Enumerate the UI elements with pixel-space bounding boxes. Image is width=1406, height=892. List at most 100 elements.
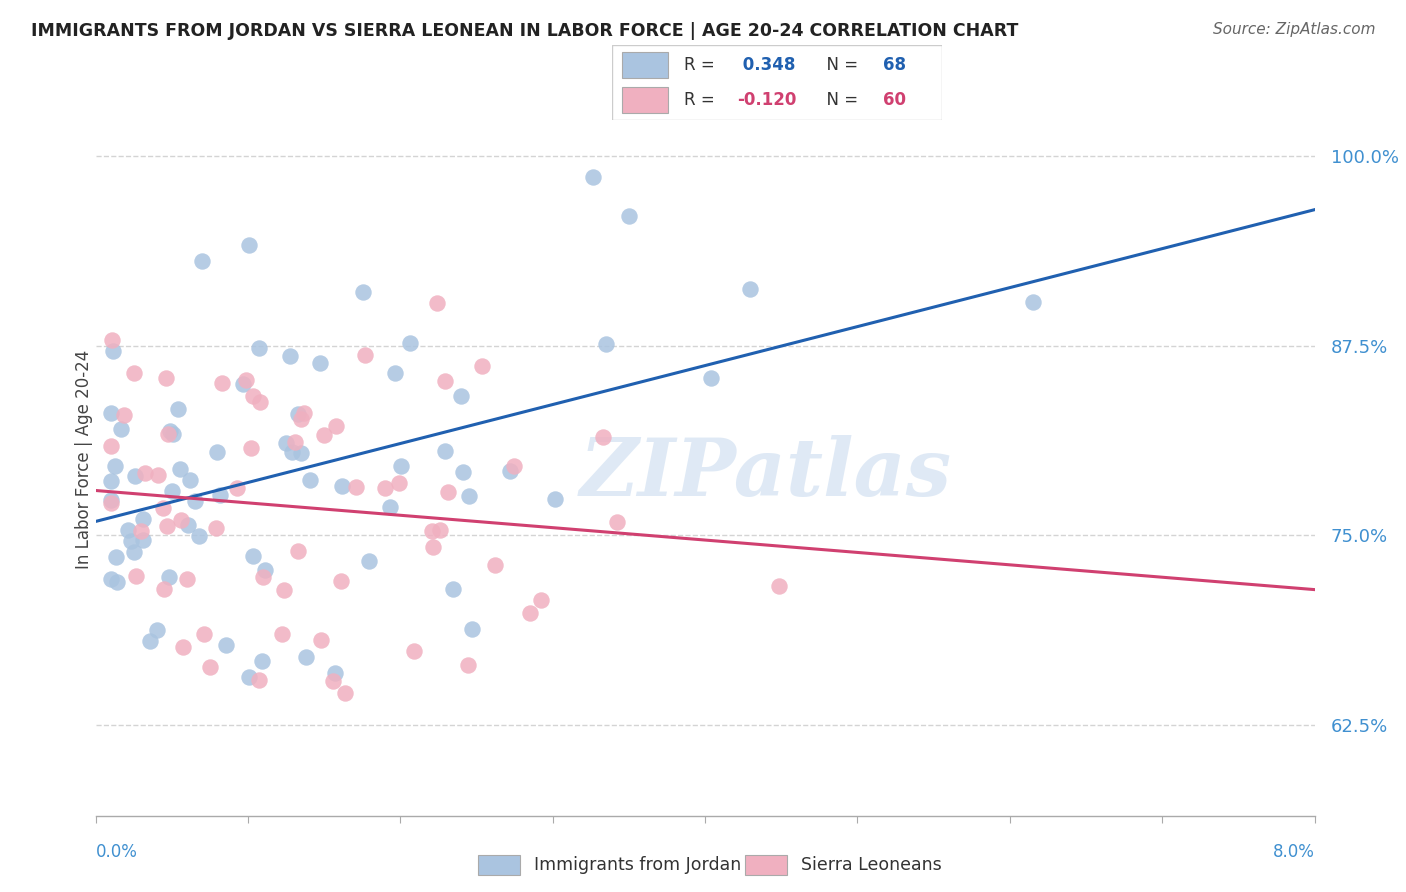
Point: [389, 458, 412, 473]
Point: [124, 366, 146, 380]
Point: [271, 627, 294, 641]
Point: [502, 459, 524, 474]
Point: [103, 343, 125, 358]
Point: [177, 517, 200, 532]
Point: [451, 465, 474, 479]
Point: [290, 445, 312, 459]
Point: [247, 341, 270, 355]
Y-axis label: In Labor Force | Age 20-24: In Labor Force | Age 20-24: [76, 350, 93, 569]
Point: [441, 582, 464, 597]
Point: [238, 670, 260, 684]
Point: [471, 359, 494, 374]
Text: 68: 68: [883, 56, 905, 74]
Point: [134, 466, 156, 480]
Point: [100, 474, 122, 488]
Point: [290, 412, 312, 426]
Point: [100, 572, 122, 586]
Point: [595, 337, 617, 351]
Point: [273, 582, 295, 597]
Point: [232, 376, 254, 391]
Point: [117, 523, 139, 537]
Point: [380, 500, 402, 514]
Point: [110, 422, 132, 436]
Point: [200, 660, 222, 674]
Point: [457, 657, 479, 672]
Point: [100, 406, 122, 420]
Point: [519, 606, 541, 620]
Point: [131, 533, 153, 548]
Point: [330, 479, 353, 493]
Point: [125, 569, 148, 583]
Point: [104, 458, 127, 473]
Point: [530, 593, 553, 607]
FancyBboxPatch shape: [621, 87, 668, 112]
Point: [188, 529, 211, 543]
Point: [274, 436, 297, 450]
Point: [235, 373, 257, 387]
Point: [204, 521, 226, 535]
Point: [606, 515, 628, 529]
Point: [159, 424, 181, 438]
Point: [162, 427, 184, 442]
Point: [429, 524, 451, 538]
Point: [242, 549, 264, 564]
Point: [484, 558, 506, 572]
Point: [100, 333, 122, 347]
Point: [457, 489, 479, 503]
Point: [100, 493, 122, 508]
Point: [160, 483, 183, 498]
Point: [1021, 294, 1043, 309]
Point: [278, 349, 301, 363]
Text: 8.0%: 8.0%: [1272, 843, 1315, 861]
Point: [172, 640, 194, 654]
Point: [179, 473, 201, 487]
Text: N =: N =: [817, 56, 863, 74]
Text: R =: R =: [685, 56, 720, 74]
Point: [280, 445, 302, 459]
Point: [139, 634, 162, 648]
Point: [122, 545, 145, 559]
Point: [322, 673, 344, 688]
Point: [249, 395, 271, 409]
Point: [499, 464, 522, 478]
Point: [335, 685, 357, 699]
Point: [238, 238, 260, 252]
Point: [252, 654, 274, 668]
Point: [112, 408, 135, 422]
Point: [157, 570, 180, 584]
Point: [247, 673, 270, 687]
Point: [420, 524, 443, 538]
Point: [352, 285, 374, 300]
Point: [287, 407, 309, 421]
Point: [105, 574, 128, 589]
Point: [399, 335, 422, 350]
Point: [205, 445, 228, 459]
Point: [294, 650, 316, 665]
Point: [292, 406, 315, 420]
Point: [155, 371, 177, 385]
Point: [357, 554, 380, 568]
Text: R =: R =: [685, 91, 720, 109]
Point: [100, 439, 122, 453]
Point: [284, 434, 307, 449]
Text: 0.348: 0.348: [737, 56, 796, 74]
Text: Sierra Leoneans: Sierra Leoneans: [801, 855, 942, 874]
Point: [582, 169, 605, 184]
Point: [344, 480, 367, 494]
Point: [104, 550, 127, 565]
Point: [312, 428, 335, 442]
Text: Source: ZipAtlas.com: Source: ZipAtlas.com: [1212, 22, 1375, 37]
Point: [152, 500, 174, 515]
Point: [433, 374, 456, 388]
Text: N =: N =: [817, 91, 863, 109]
Point: [700, 371, 723, 385]
Point: [169, 513, 191, 527]
Point: [132, 512, 155, 526]
Point: [242, 389, 264, 403]
Point: [329, 574, 352, 589]
Point: [193, 627, 215, 641]
Point: [768, 579, 790, 593]
Point: [153, 582, 176, 596]
Point: [124, 468, 146, 483]
Point: [544, 492, 567, 507]
